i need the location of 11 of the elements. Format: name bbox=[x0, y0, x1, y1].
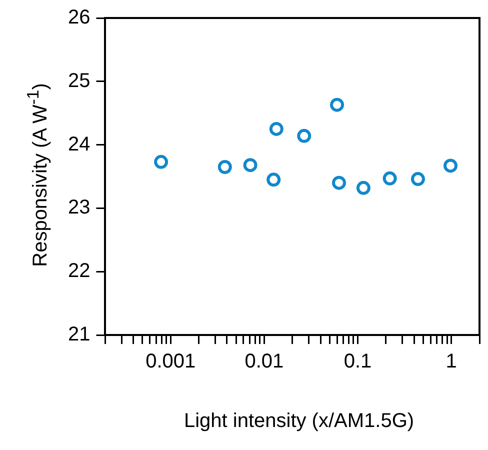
x-tick-label: 1 bbox=[446, 350, 457, 373]
x-tick-label: 0.1 bbox=[344, 350, 372, 373]
x-tick-label: 0.001 bbox=[146, 350, 196, 373]
y-tick-label: 23 bbox=[68, 196, 90, 219]
x-axis-title: Light intensity (x/AM1.5G) bbox=[182, 410, 416, 433]
y-tick-label: 21 bbox=[68, 324, 90, 346]
y-tick-label: 25 bbox=[68, 70, 90, 92]
y-tick-label: 24 bbox=[68, 133, 90, 156]
y-tick-label: 26 bbox=[68, 6, 90, 29]
y-tick-label: 22 bbox=[68, 260, 90, 282]
x-tick-label: 0.01 bbox=[244, 350, 284, 373]
